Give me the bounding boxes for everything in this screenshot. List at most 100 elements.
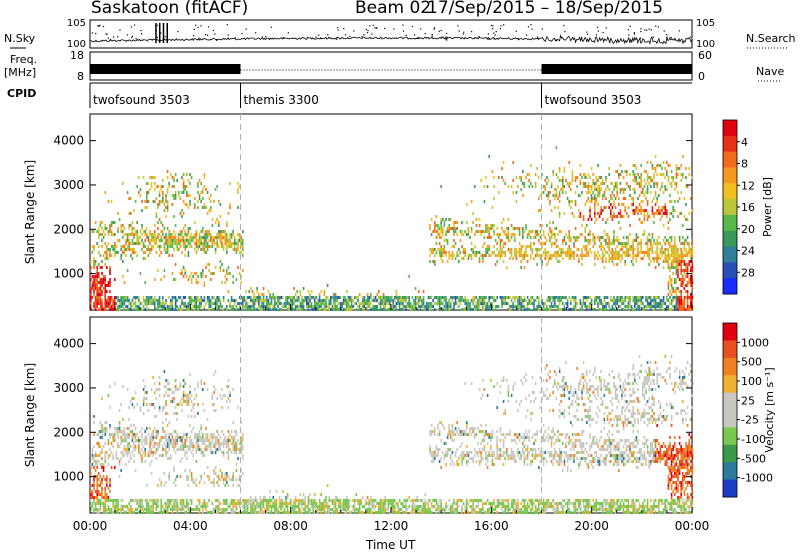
noise-search-dot xyxy=(586,31,587,32)
noise-search-dot xyxy=(628,34,629,35)
noise-search-dot xyxy=(563,25,564,26)
noise-search-dot xyxy=(500,25,501,26)
velocity-ytick-label-0: 1000 xyxy=(53,470,84,484)
x-axis-label: Time UT xyxy=(366,539,415,551)
noise-search-dot xyxy=(106,34,107,35)
noise-search-dot xyxy=(649,29,650,30)
noise-search-dot xyxy=(402,25,403,26)
cpid-segment-label-1: themis 3300 xyxy=(244,93,319,107)
noise-search-dot xyxy=(373,25,374,26)
noise-search-dot xyxy=(492,25,493,26)
xtick-label-3: 12:00 xyxy=(374,519,409,533)
power-cbar-tick-label-1: 24 xyxy=(741,245,755,258)
noise-search-dot xyxy=(495,34,496,35)
noise-search-dot xyxy=(433,28,434,29)
power-cbar-tick-label-6: 4 xyxy=(741,136,748,149)
noise-search-dot xyxy=(366,29,367,30)
chart-title: Saskatoon (fitACF) xyxy=(91,0,248,17)
power-colorbar-segment xyxy=(723,262,737,278)
noise-search-dot xyxy=(488,39,489,40)
xtick-label-0: 00:00 xyxy=(73,519,108,533)
power-colorbar-segment xyxy=(723,183,737,199)
noise-search-dot xyxy=(227,24,228,25)
velocity-cbar-tick-label-5: 100 xyxy=(741,375,762,388)
noise-search-dot xyxy=(198,38,199,39)
noise-search-dot xyxy=(376,28,377,29)
noise-search-dot xyxy=(474,37,475,38)
power-cbar-label: Power [dB] xyxy=(761,177,774,237)
xtick-label-2: 08:00 xyxy=(273,519,308,533)
noise-search-dot xyxy=(338,29,339,30)
noise-search-dot xyxy=(653,37,654,38)
noise-search-dot xyxy=(132,36,133,37)
freq-right-tick-top: 60 xyxy=(698,49,712,62)
noise-search-dot xyxy=(417,38,418,39)
noise-search-dot xyxy=(113,36,114,37)
velocity-ytick-label-2: 3000 xyxy=(53,381,84,395)
noise-search-dot xyxy=(646,30,647,31)
noise-search-dot xyxy=(205,34,206,35)
noise-left-tick-top: 105 xyxy=(67,18,86,29)
velocity-ytick-label-3: 4000 xyxy=(53,337,84,351)
power-colorbar-segment xyxy=(723,278,737,294)
noise-search-dot xyxy=(463,33,464,34)
noise-search-dot xyxy=(200,25,201,26)
noise-search-dot xyxy=(432,34,433,35)
velocity-colorbar-segment xyxy=(723,323,737,341)
noise-search-dot xyxy=(131,26,132,27)
noise-search-dot xyxy=(492,28,493,29)
noise-search-dot xyxy=(318,34,319,35)
noise-search-dot xyxy=(537,37,538,38)
noise-search-dot xyxy=(207,35,208,36)
velocity-colorbar-segment xyxy=(723,393,737,411)
power-cbar-tick-label-2: 20 xyxy=(741,223,755,236)
noise-search-dot xyxy=(255,32,256,33)
noise-search-dot xyxy=(127,34,128,35)
xtick-label-5: 20:00 xyxy=(574,519,609,533)
noise-spike xyxy=(163,23,165,43)
velocity-cbar-tick-label-7: 1000 xyxy=(741,336,769,349)
noise-search-dot xyxy=(425,33,426,34)
noise-search-dot xyxy=(597,27,598,28)
noise-search-dot xyxy=(228,38,229,39)
date-range: 17/Sep/2015 – 18/Sep/2015 xyxy=(427,0,663,17)
noise-search-dot xyxy=(193,35,194,36)
noise-search-dot xyxy=(140,30,141,31)
velocity-cbar-tick-label-3: -25 xyxy=(741,414,759,427)
noise-search-dot xyxy=(441,30,442,31)
nsky-label: N.Sky xyxy=(4,33,35,44)
noise-search-dot xyxy=(658,26,659,27)
noise-search-dot xyxy=(655,26,656,27)
power-colorbar-segment xyxy=(723,231,737,247)
noise-search-dot xyxy=(384,28,385,29)
noise-search-dot xyxy=(371,33,372,34)
noise-search-dot xyxy=(666,34,667,35)
noise-search-dot xyxy=(500,28,501,29)
noise-search-dot xyxy=(208,26,209,27)
noise-search-dot xyxy=(345,34,346,35)
noise-search-dot xyxy=(446,39,447,40)
freq-band-segment xyxy=(542,64,693,74)
noise-search-dot xyxy=(671,37,672,38)
velocity-panel-frame xyxy=(90,317,692,513)
nsearch-label: N.Search xyxy=(746,33,796,44)
noise-search-dot xyxy=(603,32,604,33)
noise-search-dot xyxy=(369,25,370,26)
noise-search-dot xyxy=(97,25,98,26)
noise-search-dot xyxy=(493,33,494,34)
noise-search-dot xyxy=(431,36,432,37)
noise-search-dot xyxy=(606,27,607,28)
noise-search-dot xyxy=(110,39,111,40)
noise-search-dot xyxy=(664,30,665,31)
xtick-label-4: 16:00 xyxy=(474,519,509,533)
noise-search-dot xyxy=(374,27,375,28)
noise-search-dot xyxy=(194,29,195,30)
noise-search-dot xyxy=(445,36,446,37)
noise-search-dot xyxy=(530,24,531,25)
noise-search-dot xyxy=(406,35,407,36)
noise-search-dot xyxy=(228,35,229,36)
cpid-segment-label-2: twofsound 3503 xyxy=(545,93,642,107)
noise-search-dot xyxy=(327,34,328,35)
noise-search-dot xyxy=(367,30,368,31)
beam-label: Beam 02 xyxy=(355,0,431,17)
